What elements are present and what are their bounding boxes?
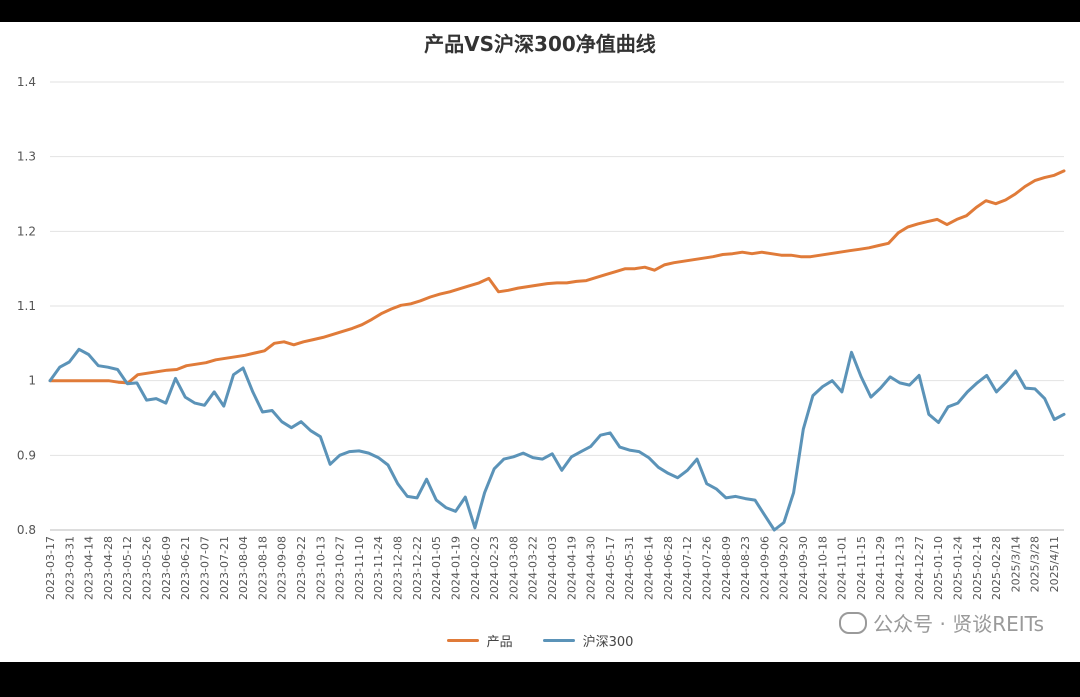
x-tick-label: 2024-06-28 — [662, 536, 675, 600]
x-tick-label: 2024-01-05 — [430, 536, 443, 600]
legend-label-index: 沪深300 — [582, 634, 634, 650]
x-tick-label: 2023-05-26 — [141, 536, 154, 600]
x-tick-label: 2023-11-24 — [372, 536, 385, 600]
watermark: 公众号 · 贤谈REITs — [839, 608, 1044, 637]
x-tick-label: 2023-07-07 — [198, 536, 211, 600]
x-tick-label: 2023-07-21 — [218, 536, 231, 600]
y-tick-label: 1.1 — [17, 299, 36, 313]
x-tick-label: 2024-10-18 — [816, 536, 829, 600]
x-tick-label: 2023-08-18 — [256, 536, 269, 600]
x-tick-label: 2024-03-22 — [527, 536, 540, 600]
x-tick-label: 2024-09-30 — [797, 536, 810, 600]
line-chart: 0.8 0.9 1 1.1 1.2 1.3 1.4 2023-03-17 2023-03-31 2… — [17, 75, 1066, 600]
x-tick-label: 2024-02-02 — [469, 536, 482, 600]
x-tick-label: 2024-04-19 — [565, 536, 578, 600]
wechat-icon — [839, 611, 868, 634]
x-tick-label: 2024-11-15 — [855, 536, 868, 600]
legend-label-product: 产品 — [486, 634, 513, 650]
x-tick-label: 2025/3/14 — [1009, 536, 1022, 592]
series-line-0 — [48, 169, 1066, 385]
y-tick-label: 1.3 — [17, 150, 36, 164]
y-tick-label: 0.9 — [17, 448, 36, 462]
x-tick-label: 2024-11-01 — [836, 536, 849, 600]
x-tick-label: 2024-08-23 — [739, 536, 752, 600]
x-tick-label: 2024-05-31 — [623, 536, 636, 600]
x-tick-label: 2025-01-24 — [951, 536, 964, 600]
x-tick-label: 2025-02-28 — [990, 536, 1003, 600]
legend-item-product: 产品 — [446, 628, 513, 652]
x-tick-label: 2024-09-20 — [778, 536, 791, 600]
x-tick-label: 2023-06-09 — [160, 536, 173, 600]
x-tick-label: 2024-07-12 — [681, 536, 694, 600]
x-tick-label: 2023-04-14 — [83, 536, 96, 600]
y-tick-label: 1 — [28, 374, 36, 388]
chart-canvas: 产品VS沪深300净值曲线 0.8 0.9 1 1.1 1.2 1.3 1.4 2023-03… — [0, 22, 1080, 662]
x-tick-label: 2023-06-21 — [179, 536, 192, 600]
x-tick-label: 2023-12-08 — [392, 536, 405, 600]
x-tick-label: 2024-12-13 — [894, 536, 907, 600]
y-tick-label: 1.2 — [17, 224, 36, 238]
y-tick-label: 1.4 — [17, 75, 36, 89]
x-tick-label: 2023-05-12 — [121, 536, 134, 600]
watermark-text: 公众号 · 贤谈REITs — [873, 612, 1044, 636]
x-tick-label: 2024-08-09 — [720, 536, 733, 600]
x-tick-label: 2024-03-08 — [507, 536, 520, 600]
x-tick-label: 2023-10-27 — [334, 536, 347, 600]
series-line-1 — [48, 347, 1066, 532]
x-tick-label: 2023-03-17 — [44, 536, 57, 600]
legend: 产品 沪深300 — [0, 628, 1080, 652]
x-tick-label: 2024-09-06 — [758, 536, 771, 600]
x-tick-label: 2025/4/11 — [1048, 536, 1061, 592]
x-tick-label: 2023-03-31 — [63, 536, 76, 600]
x-tick-label: 2024-06-14 — [643, 536, 656, 600]
x-tick-label: 2024-12-27 — [913, 536, 926, 600]
x-tick-label: 2023-09-08 — [276, 536, 289, 600]
x-tick-label: 2024-05-17 — [604, 536, 617, 600]
x-tick-label: 2024-01-19 — [449, 536, 462, 600]
x-tick-label: 2025/3/28 — [1029, 536, 1042, 592]
x-tick-label: 2023-04-28 — [102, 536, 115, 600]
x-tick-label: 2023-12-22 — [411, 536, 424, 600]
legend-swatch-product — [446, 638, 479, 642]
x-tick-label: 2024-07-26 — [700, 536, 713, 600]
x-tick-label: 2024-02-23 — [488, 536, 501, 600]
chart-title: 产品VS沪深300净值曲线 — [424, 32, 656, 56]
x-tick-label: 2023-10-13 — [314, 536, 327, 600]
x-tick-label: 2023-09-22 — [295, 536, 308, 600]
y-tick-label: 0.8 — [17, 523, 36, 537]
x-tick-label: 2024-04-30 — [585, 536, 598, 600]
x-tick-label: 2023-08-04 — [237, 536, 250, 600]
x-tick-label: 2025-02-14 — [971, 536, 984, 600]
legend-swatch-index — [542, 638, 575, 642]
x-tick-label: 2025-01-10 — [932, 536, 945, 600]
x-tick-label: 2023-11-10 — [353, 536, 366, 600]
x-tick-label: 2024-11-29 — [874, 536, 887, 600]
legend-item-index: 沪深300 — [542, 628, 634, 652]
x-tick-label: 2024-04-03 — [546, 536, 559, 600]
